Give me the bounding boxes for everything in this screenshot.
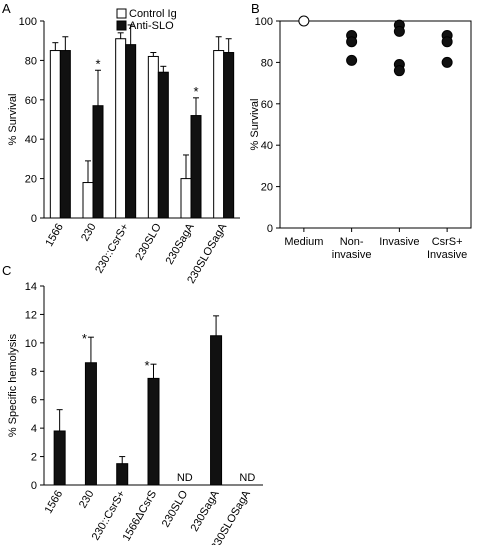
bar <box>125 44 137 219</box>
bar <box>84 362 97 486</box>
nd-label: ND <box>239 472 255 484</box>
bar <box>82 182 94 219</box>
y-tick-label: 20 <box>25 174 37 186</box>
y-tick-label: 4 <box>31 423 37 435</box>
y-tick-label: 6 <box>31 395 37 407</box>
bar <box>115 38 127 219</box>
legend-swatch <box>116 8 127 19</box>
y-axis-label: % Survival <box>249 99 261 151</box>
y-tick-label: 14 <box>25 281 37 293</box>
y-axis-label: % Survival <box>7 94 19 146</box>
plot-frame <box>279 20 472 229</box>
x-tick-label: 1566 <box>43 489 66 516</box>
bar <box>92 105 104 219</box>
x-tick-label: 1566 <box>43 222 66 249</box>
x-tick-label: CsrS+ <box>432 236 463 248</box>
y-tick-label: 60 <box>25 95 37 107</box>
data-point <box>298 15 310 27</box>
bar <box>157 71 169 219</box>
y-tick-label: 40 <box>25 134 37 146</box>
y-axis-label: % Specific hemolysis <box>7 333 19 437</box>
panel-label-b: B <box>251 1 260 16</box>
bar <box>190 115 202 219</box>
data-point <box>393 25 405 37</box>
x-tick-label: 230::CsrS+ <box>93 222 131 276</box>
x-tick-label: 230SLO <box>133 221 164 262</box>
x-tick-label: Invasive <box>427 249 467 261</box>
bar <box>147 55 159 219</box>
significance-marker: * <box>193 84 198 99</box>
legend-label: Control Ig <box>129 8 177 20</box>
y-tick-label: 8 <box>31 366 37 378</box>
y-tick-label: 80 <box>261 57 273 69</box>
y-tick-label: 100 <box>255 16 273 28</box>
panel-label-a: A <box>2 1 11 16</box>
bar <box>53 430 66 486</box>
significance-marker: * <box>82 331 87 346</box>
x-tick-label: 230 <box>79 222 99 244</box>
bar <box>116 463 129 486</box>
nd-label: ND <box>177 472 193 484</box>
data-point <box>441 56 453 68</box>
x-tick-label: Non- <box>340 236 364 248</box>
data-point <box>393 65 405 77</box>
y-tick-label: 60 <box>261 99 273 111</box>
data-point <box>346 54 358 66</box>
y-tick-label: 20 <box>261 182 273 194</box>
y-tick-label: 80 <box>25 55 37 67</box>
bar <box>49 50 61 219</box>
bar <box>180 178 192 219</box>
y-tick-label: 0 <box>267 223 273 235</box>
bar <box>147 377 160 486</box>
bar <box>223 52 235 219</box>
y-tick-label: 12 <box>25 309 37 321</box>
x-tick-label: 230SLO <box>160 488 191 529</box>
x-tick-label: Invasive <box>379 236 419 248</box>
y-tick-label: 100 <box>19 16 37 28</box>
data-point <box>346 36 358 48</box>
x-tick-label: invasive <box>332 249 372 261</box>
x-tick-label: Medium <box>284 236 323 248</box>
chart-panel-c: 0 2 4 6 8 10 12 14 % Specific hemolysis 1566 230 23… <box>7 281 263 545</box>
significance-marker: * <box>95 56 100 71</box>
data-point <box>441 36 453 48</box>
bar <box>210 335 223 486</box>
legend-swatch <box>116 20 127 31</box>
bar <box>213 50 225 219</box>
x-tick-label: 230 <box>77 489 97 511</box>
x-tick-label: 230SagA <box>164 221 197 267</box>
x-tick-label: 230SagA <box>189 488 222 534</box>
bar <box>59 50 71 219</box>
y-tick-label: 40 <box>261 140 273 152</box>
chart-panel-b: 0 20 40 60 80 100 % Survival Medium Non-invasive… <box>249 15 472 261</box>
significance-marker: * <box>144 358 149 373</box>
y-tick-label: 2 <box>31 452 37 464</box>
y-tick-label: 10 <box>25 338 37 350</box>
y-tick-label: 0 <box>31 213 37 225</box>
panel-label-c: C <box>2 263 11 278</box>
legend-label: Anti-SLO <box>129 20 174 32</box>
y-tick-label: 0 <box>31 480 37 492</box>
